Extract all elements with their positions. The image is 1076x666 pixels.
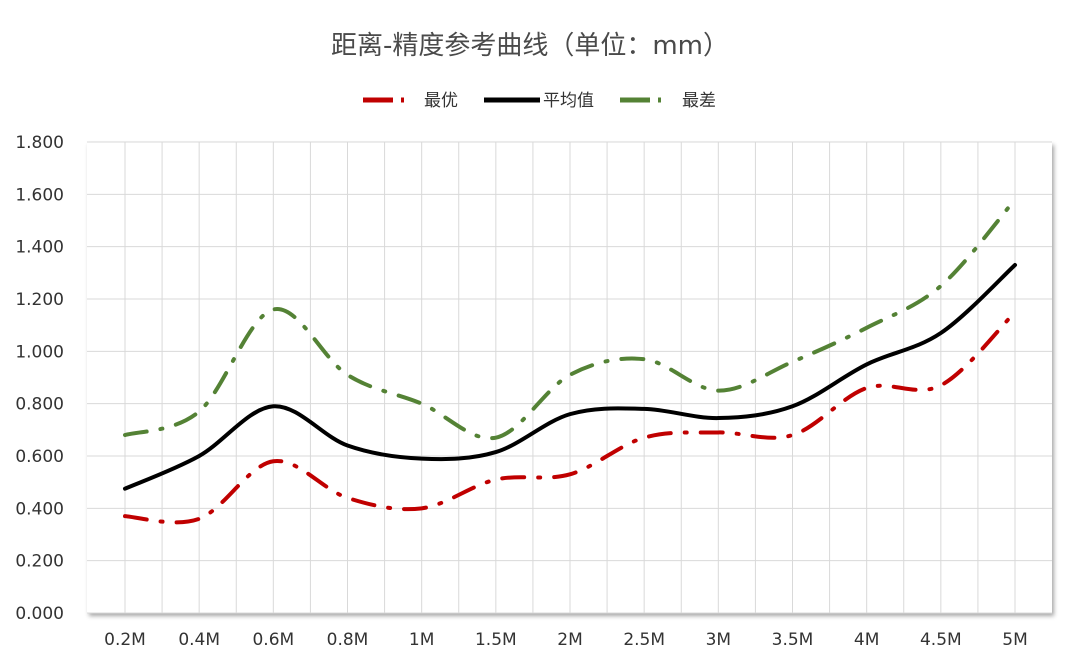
y-tick-label: 1.800 bbox=[15, 133, 64, 153]
legend-label-average: 平均值 bbox=[543, 91, 594, 111]
legend-label-worst: 最差 bbox=[682, 91, 716, 111]
x-tick-label: 1.5M bbox=[475, 630, 517, 650]
x-tick-label: 4M bbox=[854, 630, 879, 650]
y-tick-label: 0.600 bbox=[15, 447, 64, 467]
chart-title: 距离-精度参考曲线（单位：mm） bbox=[331, 31, 729, 61]
y-tick-label: 1.200 bbox=[15, 290, 64, 310]
x-tick-label: 0.6M bbox=[252, 630, 294, 650]
x-tick-label: 5M bbox=[1002, 630, 1027, 650]
legend-label-best: 最优 bbox=[424, 91, 458, 111]
y-tick-label: 0.200 bbox=[15, 552, 64, 572]
series-line-average bbox=[123, 262, 1017, 491]
y-tick-label: 1.000 bbox=[15, 342, 64, 362]
y-tick-label: 0.400 bbox=[15, 499, 64, 519]
x-tick-label: 2.5M bbox=[623, 630, 665, 650]
x-tick-label: 0.8M bbox=[327, 630, 369, 650]
y-tick-label: 1.400 bbox=[15, 238, 64, 258]
series-lines bbox=[123, 197, 1017, 525]
x-tick-label: 1M bbox=[409, 630, 434, 650]
x-tick-label: 2M bbox=[557, 630, 582, 650]
y-tick-label: 0.800 bbox=[15, 395, 64, 415]
x-tick-label: 0.2M bbox=[104, 630, 146, 650]
x-tick-label: 0.4M bbox=[178, 630, 220, 650]
y-tick-label: 1.600 bbox=[15, 185, 64, 205]
x-tick-label: 3M bbox=[706, 630, 731, 650]
series-line-best bbox=[123, 310, 1017, 525]
x-axis-ticks: 0.2M 0.4M 0.6M 0.8M 1M 1.5M 2M 2.5M 3M 3.5M 4M 4.5M… bbox=[104, 630, 1028, 650]
y-tick-label: 0.000 bbox=[15, 604, 64, 624]
y-axis-ticks: 0.000 0.200 0.400 0.600 0.800 1.000 1.200 1.400… bbox=[15, 133, 64, 624]
legend: 最优 平均值 最差 bbox=[363, 91, 716, 111]
series-line-worst bbox=[123, 197, 1017, 441]
x-tick-label: 3.5M bbox=[772, 630, 814, 650]
x-tick-label: 4.5M bbox=[920, 630, 962, 650]
